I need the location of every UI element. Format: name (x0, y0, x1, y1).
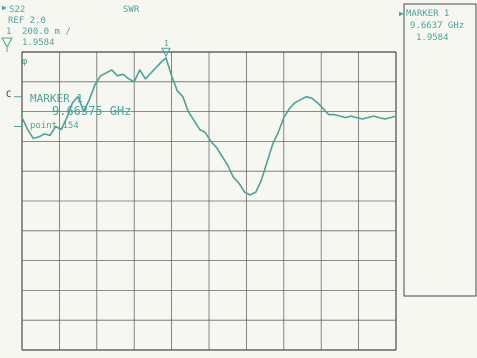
channel-label: S22 (9, 5, 25, 15)
format-label: SWR (123, 5, 140, 15)
side-panel-title: MARKER 1 (406, 9, 449, 19)
grid (21, 51, 397, 351)
trace-marker: 1 (161, 39, 171, 58)
marker-box-title: MARKER 1 (30, 92, 83, 105)
side-panel-pointer-icon: ▶ (399, 9, 404, 18)
phase-symbol: φ (22, 57, 28, 67)
side-panel-frequency: 9.6637 GHz (410, 21, 464, 31)
marker-triangle-icon (1, 37, 13, 49)
scale-number: 1 (6, 27, 11, 37)
scale-label: 200.0 m / (22, 27, 71, 37)
reference-marks (14, 96, 22, 127)
ref-label: REF 2.0 (8, 16, 46, 26)
marker-box-frequency: 9.66375 GHz (52, 104, 131, 118)
side-panel-frame (403, 3, 477, 297)
side-panel-value: 1.9584 (416, 33, 449, 43)
c-label: C (6, 90, 11, 100)
header-readout: 1.9584 (22, 38, 55, 48)
trace-marker-label: 1 (164, 39, 169, 48)
trace-marker-icon (161, 47, 171, 58)
channel-pointer-icon: ▶ (2, 3, 7, 12)
marker-box-point: point 154 (30, 121, 79, 131)
swr-trace (21, 57, 397, 196)
